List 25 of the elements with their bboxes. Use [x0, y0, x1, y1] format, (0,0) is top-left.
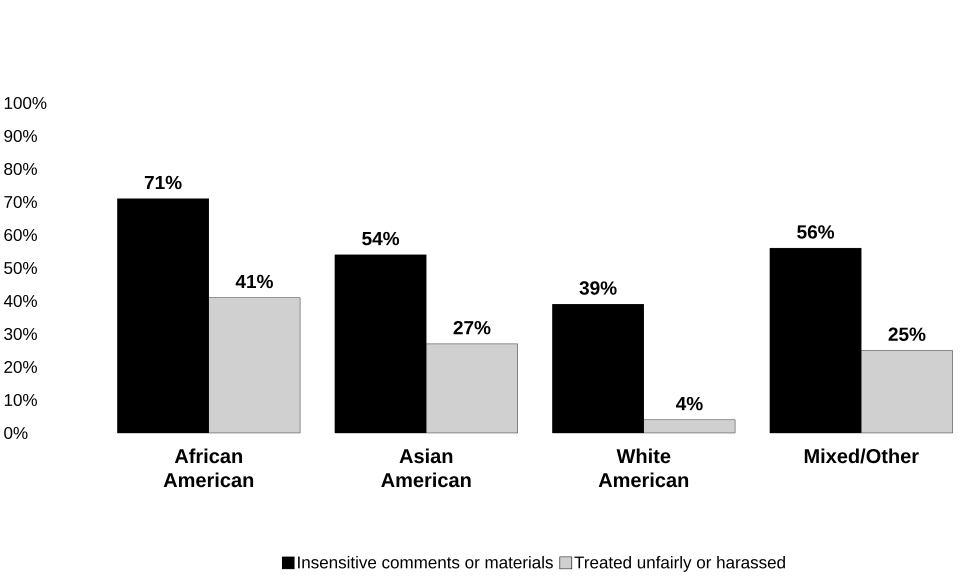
data-label: 4%	[676, 396, 703, 410]
y-tick-label: 60%	[4, 228, 37, 242]
y-tick-label: 90%	[4, 130, 37, 142]
x-tick-label: White American	[598, 448, 688, 488]
y-tick-label: 70%	[4, 196, 37, 208]
data-label: 39%	[580, 281, 617, 295]
x-tick-label: Mixed/Other	[804, 448, 919, 464]
x-tick-label: African American	[164, 448, 254, 488]
data-label: 54%	[362, 232, 400, 246]
y-tick-label: 80%	[4, 162, 37, 176]
data-label: 71%	[144, 176, 182, 190]
y-tick-label: 40%	[4, 294, 37, 308]
y-tick-label: 0%	[4, 426, 28, 440]
data-label: 25%	[888, 328, 926, 341]
y-tick-label: 20%	[4, 360, 37, 374]
legend-label: Insensitive comments or materials	[298, 556, 553, 568]
x-tick-label: Asian American	[381, 448, 471, 488]
data-label: 27%	[454, 320, 490, 334]
y-tick-label: 50%	[4, 262, 37, 274]
y-tick-label: 100%	[4, 96, 46, 110]
data-label: 41%	[236, 274, 273, 288]
data-label: 56%	[797, 225, 834, 239]
y-tick-label: 30%	[4, 328, 37, 340]
legend-label: Treated unfairly or harassed	[574, 556, 785, 572]
y-tick-label: 10%	[4, 394, 37, 406]
